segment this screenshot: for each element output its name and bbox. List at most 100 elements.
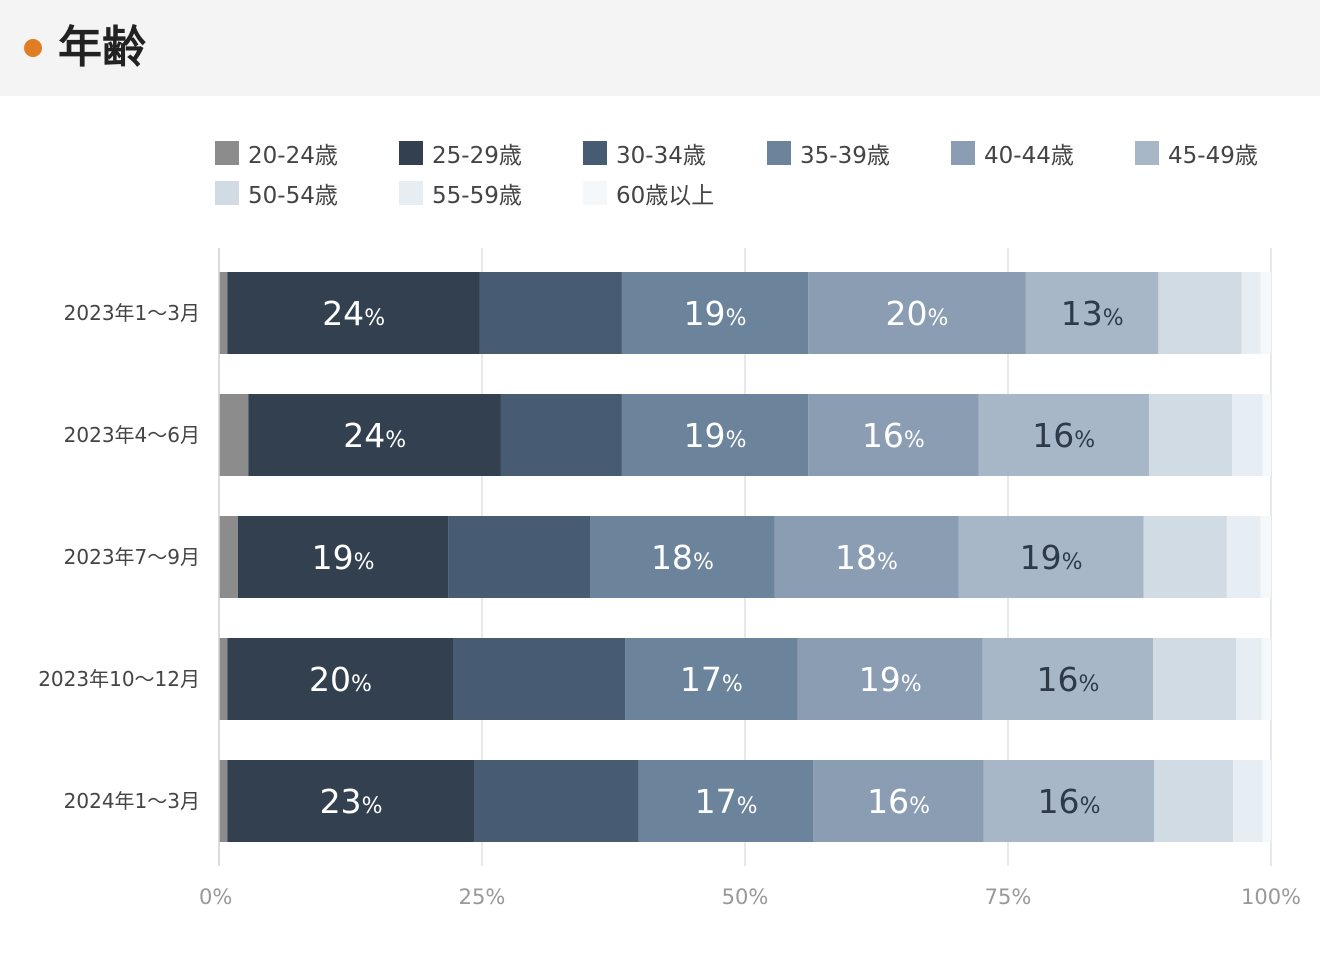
x-tick-label: 0% [199, 885, 233, 909]
bar-segment [479, 272, 622, 354]
legend-item: 30-34歳 [583, 138, 706, 169]
legend-item: 50-54歳 [215, 178, 338, 209]
bar-segment [1148, 394, 1233, 476]
bar-segment [813, 760, 984, 842]
data-label: 18% [835, 538, 898, 577]
legend-swatch [399, 141, 423, 165]
category-label: 2024年1〜3月 [63, 789, 200, 813]
legend-swatch [399, 181, 423, 205]
bar-segment [1025, 272, 1159, 354]
legend-item: 45-49歳 [1135, 138, 1258, 169]
legend-label: 25-29歳 [432, 143, 522, 169]
legend-swatch [215, 141, 239, 165]
legend-item: 40-44歳 [951, 138, 1074, 169]
legend-label: 35-39歳 [800, 143, 890, 169]
data-label: 16% [862, 416, 925, 455]
legend-swatch [951, 141, 975, 165]
legend-swatch [583, 141, 607, 165]
data-label: 18% [651, 538, 714, 577]
legend-item: 20-24歳 [215, 138, 338, 169]
data-label: 19% [684, 294, 747, 333]
bar-segment [1261, 638, 1271, 720]
legend-swatch [767, 141, 791, 165]
bar-segment [1241, 272, 1261, 354]
legend-item: 55-59歳 [399, 178, 522, 209]
bar-segment [219, 638, 228, 720]
bar-segment [1233, 760, 1263, 842]
data-label: 16% [1037, 660, 1100, 699]
bar-segment [1153, 638, 1237, 720]
legend-item: 35-39歳 [767, 138, 890, 169]
bar-segment [1154, 760, 1234, 842]
bar-segment [590, 516, 775, 598]
legend-label: 60歳以上 [616, 183, 715, 209]
bar-segment [474, 760, 639, 842]
data-label: 19% [312, 538, 375, 577]
bar-segment [227, 638, 454, 720]
category-label: 2023年10〜12月 [38, 667, 200, 691]
data-label: 13% [1061, 294, 1124, 333]
x-tick-label: 75% [984, 885, 1032, 909]
data-label: 17% [695, 782, 758, 821]
bar-segment [219, 760, 228, 842]
legend-label: 55-59歳 [432, 183, 522, 209]
legend-label: 30-34歳 [616, 143, 706, 169]
data-label: 20% [309, 660, 372, 699]
bar-segment [621, 272, 809, 354]
bar-segment [448, 516, 591, 598]
data-label: 19% [684, 416, 747, 455]
category-label: 2023年1〜3月 [63, 301, 200, 325]
bar-segment [227, 272, 480, 354]
legend-swatch [1135, 141, 1159, 165]
bar-segment [625, 638, 798, 720]
data-label: 24% [343, 416, 406, 455]
bar-segment [1158, 272, 1242, 354]
bar-segment [638, 760, 814, 842]
chart-legend: 20-24歳 25-29歳 30-34歳 35-39歳 40-44歳 45-49歳 50-5… [215, 138, 1315, 218]
category-label: 2023年4〜6月 [63, 423, 200, 447]
bullet-dot-icon [24, 39, 42, 57]
data-label: 16% [867, 782, 930, 821]
legend-item: 60歳以上 [583, 178, 715, 209]
bar-segment [237, 516, 449, 598]
legend-label: 40-44歳 [984, 143, 1074, 169]
data-label: 16% [1032, 416, 1095, 455]
legend-label: 45-49歳 [1168, 143, 1258, 169]
x-tick-label: 50% [721, 885, 769, 909]
bar-segment [774, 516, 959, 598]
legend-label: 20-24歳 [248, 143, 338, 169]
bar-segment [1232, 394, 1263, 476]
bar-segment [248, 394, 501, 476]
bar-segment [1260, 516, 1271, 598]
bar-segment [219, 394, 249, 476]
data-label: 20% [886, 294, 949, 333]
data-label: 16% [1038, 782, 1101, 821]
legend-swatch [215, 181, 239, 205]
bar-segment [453, 638, 626, 720]
bar-segment [227, 760, 475, 842]
bar-segment [983, 760, 1155, 842]
bar-segment [808, 394, 979, 476]
data-label: 17% [680, 660, 743, 699]
data-label: 24% [322, 294, 385, 333]
legend-item: 25-29歳 [399, 138, 522, 169]
bar-segment [808, 272, 1026, 354]
data-label: 19% [859, 660, 922, 699]
bar-segment [500, 394, 622, 476]
category-label: 2023年7〜9月 [63, 545, 200, 569]
legend-label: 50-54歳 [248, 183, 338, 209]
bar-segment [219, 516, 238, 598]
bar-segment [797, 638, 983, 720]
bar-segment [1260, 272, 1271, 354]
bar-segment [219, 272, 228, 354]
bar-segment [982, 638, 1154, 720]
bar-segment [621, 394, 809, 476]
bar-segment [1143, 516, 1227, 598]
bar-segment [1236, 638, 1262, 720]
bar-segment [1262, 394, 1271, 476]
x-tick-label: 25% [458, 885, 506, 909]
bar-segment [978, 394, 1149, 476]
data-label: 19% [1020, 538, 1083, 577]
legend-swatch [583, 181, 607, 205]
